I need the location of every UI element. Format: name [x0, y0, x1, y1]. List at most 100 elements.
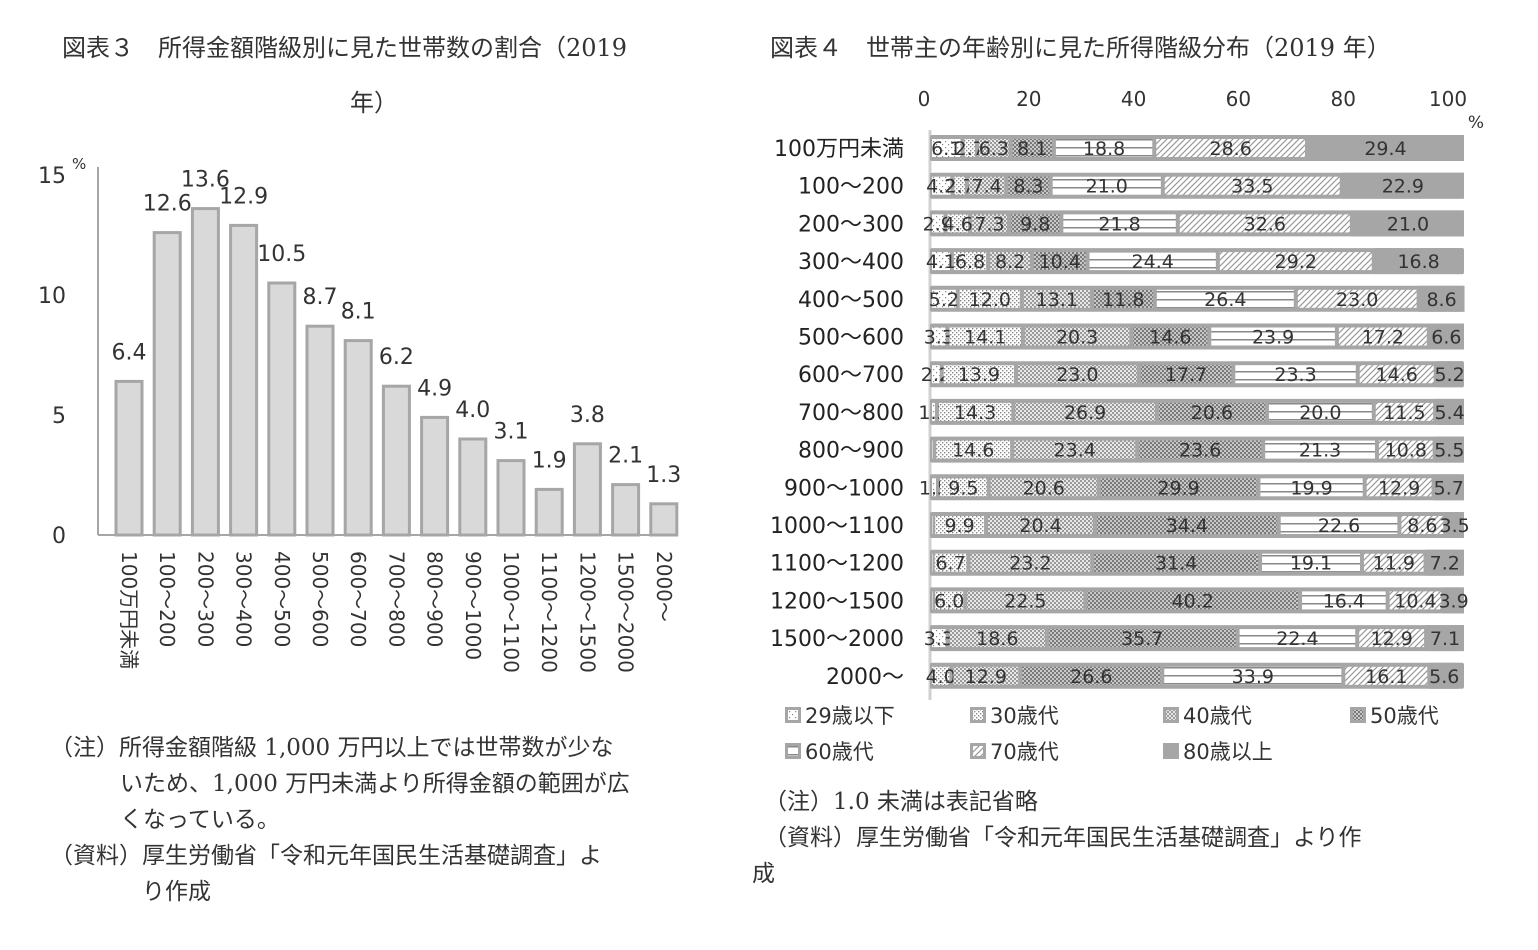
segment-50歳代 — [1008, 176, 1049, 195]
segment-value-label: 23.9 — [1252, 327, 1294, 349]
segment-value-label: 20.3 — [1056, 327, 1098, 349]
segment-value-label: 7.2 — [1430, 553, 1460, 575]
segment-value-label: 7.3 — [974, 213, 1004, 235]
segment-60歳代 — [1235, 365, 1356, 384]
segment-30歳代 — [934, 553, 967, 572]
bar-value-label: 1.9 — [532, 448, 567, 473]
source-label: （資料） — [50, 843, 142, 869]
segment-value-label: 3.3 — [924, 327, 954, 349]
x-tick-label: 800～900 — [423, 551, 447, 647]
category-label: 1000～1100 — [770, 514, 904, 539]
legend-swatch-icon — [970, 707, 986, 723]
bar — [343, 339, 373, 537]
category-label: 100万円未満 — [774, 137, 904, 162]
segment-value-label: 20.6 — [1191, 402, 1233, 424]
legend-swatch-icon — [785, 743, 801, 759]
bar-value-label: 4.9 — [417, 376, 452, 401]
bar-value-label: 12.9 — [219, 184, 268, 209]
figure3-title-line1: 図表３ 所得金額階級別に見た世帯数の割合（2019 — [62, 34, 628, 62]
segment-50歳代 — [1011, 214, 1060, 233]
category-label: 200～300 — [798, 212, 904, 237]
category-label: 100～200 — [798, 175, 904, 200]
x-tick-label: 80 — [1330, 87, 1355, 111]
segment-70歳代 — [1366, 478, 1432, 497]
segment-value-label: 21.3 — [1299, 440, 1341, 462]
category-label: 1100～1200 — [770, 552, 904, 577]
bar-value-label: 2.1 — [608, 444, 643, 469]
figure4-note-text: （注）1.0 未満は表記省略 — [764, 789, 1038, 815]
segment-30歳代 — [947, 214, 969, 233]
segment-value-label: 10.8 — [1385, 440, 1427, 462]
x-tick-label: 100万円未満 — [117, 551, 141, 669]
bar — [420, 415, 450, 537]
x-tick-label: 900～1000 — [461, 551, 485, 660]
legend-label: 29歳以下 — [805, 704, 895, 728]
figure4-title: 図表４ 世帯主の年齢別に見た所得階級分布（2019 年） — [770, 34, 1391, 62]
x-tick-label: 1100～1200 — [537, 551, 561, 673]
y-unit-label: % — [72, 155, 86, 173]
bar-value-label: 10.5 — [257, 242, 306, 267]
segment-value-label: 12.0 — [969, 289, 1011, 311]
segment-29歳以下 — [932, 327, 946, 346]
segment-30歳代 — [953, 252, 987, 271]
bar-value-label: 1.3 — [646, 463, 681, 488]
bar — [611, 483, 641, 537]
segment-60歳代 — [1211, 327, 1335, 346]
segment-value-label: 33.9 — [1232, 666, 1274, 688]
segment-value-label: 21.0 — [1086, 176, 1128, 198]
bar-value-label: 12.6 — [143, 192, 192, 217]
segment-value-label: 6.6 — [1431, 327, 1461, 349]
segment-value-label: 40.2 — [1172, 590, 1214, 612]
legend-swatch-icon — [1163, 743, 1179, 759]
segment-value-label: 14.1 — [964, 327, 1006, 349]
x-tick-label: 40 — [1121, 87, 1146, 111]
segment-40歳代 — [990, 478, 1097, 497]
segment-value-label: 14.3 — [954, 402, 996, 424]
x-tick-label: 0 — [918, 87, 931, 111]
segment-value-label: 4.0 — [926, 666, 956, 688]
segment-29歳以下 — [932, 629, 946, 648]
segment-50歳代 — [1158, 402, 1265, 421]
segment-70歳代 — [1179, 214, 1350, 233]
category-label: 700～800 — [798, 401, 904, 426]
bar-value-label: 8.7 — [303, 285, 338, 310]
bar — [458, 437, 488, 537]
segment-60歳代 — [1262, 553, 1361, 572]
category-label: 500～600 — [798, 326, 904, 351]
segment-value-label: 20.0 — [1299, 402, 1341, 424]
segment-value-label: 20.4 — [1019, 515, 1061, 537]
legend-item: 40歳代 — [1163, 700, 1252, 730]
segment-value-label: 11.9 — [1373, 553, 1415, 575]
segment-value-label: 29.2 — [1275, 251, 1317, 273]
segment-value-label: 5.7 — [1434, 477, 1464, 499]
segment-value-label: 4.1 — [926, 251, 956, 273]
segment-60歳代 — [1280, 516, 1398, 534]
segment-70歳代 — [1359, 629, 1425, 648]
segment-value-label: 13.9 — [958, 364, 1000, 386]
bar — [305, 324, 335, 537]
segment-29歳以下 — [932, 478, 937, 497]
bar — [190, 207, 220, 537]
segment-value-label: 5.4 — [1434, 402, 1464, 424]
segment-value-label: 22.4 — [1276, 628, 1318, 650]
segment-70歳代 — [1401, 516, 1444, 534]
segment-40歳代 — [1015, 402, 1155, 421]
segment-70歳代 — [1389, 591, 1442, 610]
segment-value-label: 18.8 — [1083, 138, 1125, 160]
segment-60歳代 — [1164, 666, 1342, 685]
legend-item: 80歳以上 — [1163, 736, 1273, 766]
segment-60歳代 — [1052, 176, 1161, 195]
segment-value-label: 3.3 — [924, 628, 954, 650]
segment-80歳以上 — [1351, 210, 1464, 237]
category-label: 2000～ — [826, 665, 904, 690]
segment-60歳代 — [1265, 440, 1375, 459]
segment-50歳代 — [1022, 666, 1161, 685]
segment-30歳代 — [964, 139, 975, 157]
segment-value-label: 13.1 — [1036, 289, 1078, 311]
segment-50歳代 — [1087, 591, 1299, 610]
segment-value-label: 28.6 — [1209, 138, 1251, 160]
segment-value-label: 23.0 — [1056, 364, 1098, 386]
segment-70歳代 — [1345, 666, 1428, 685]
y-tick-label: 5 — [52, 404, 66, 429]
segment-50歳代 — [1093, 289, 1153, 308]
